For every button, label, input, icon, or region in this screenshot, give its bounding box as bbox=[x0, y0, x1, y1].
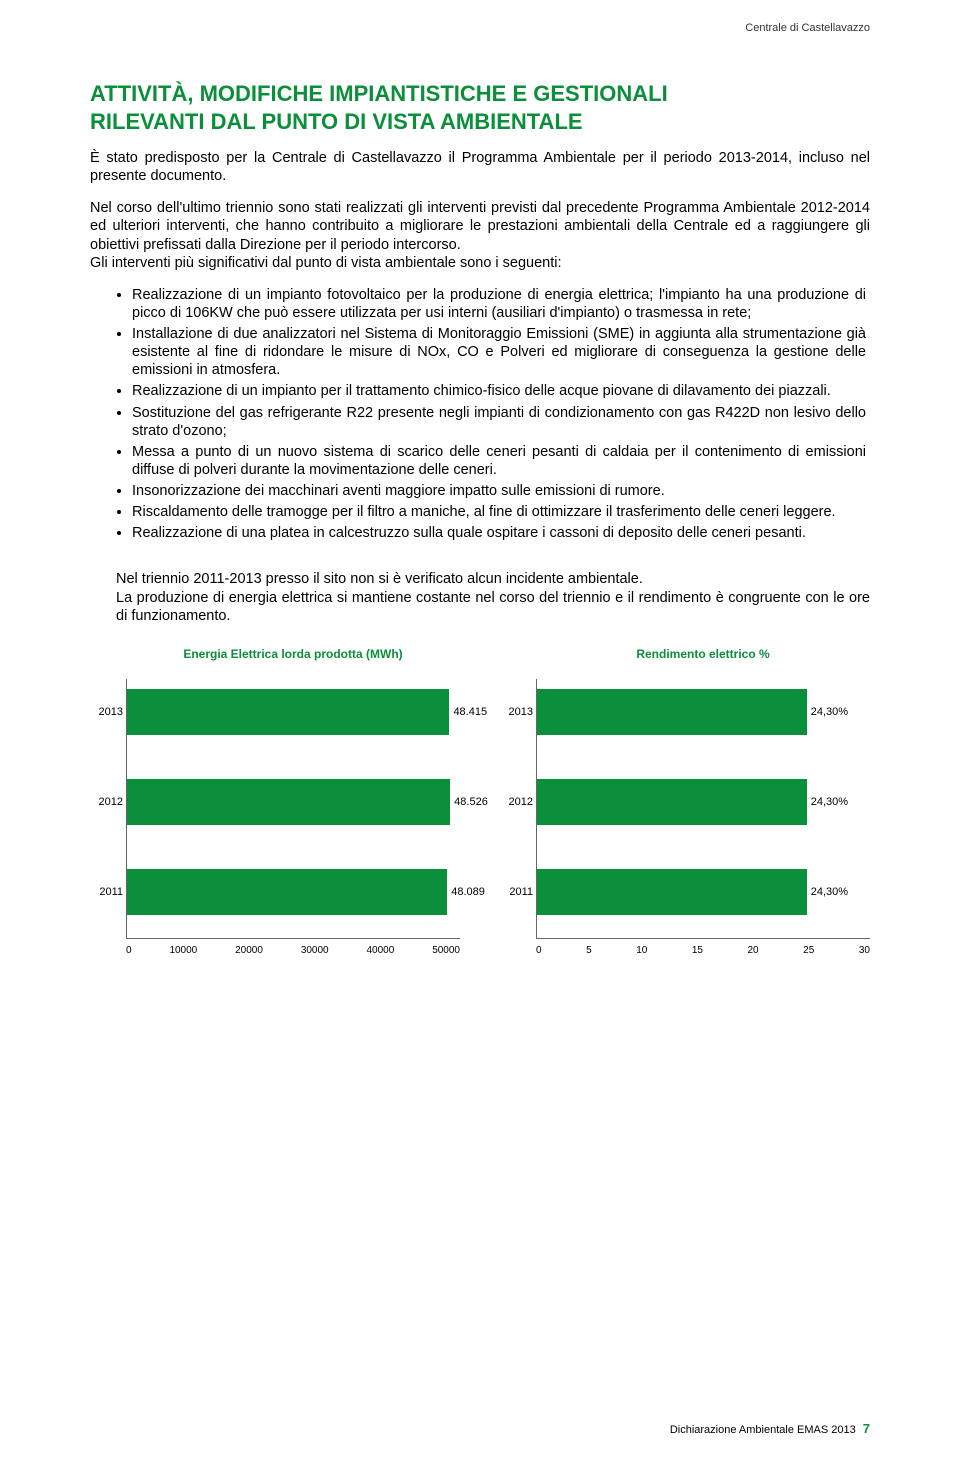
chart-bar-value: 48.089 bbox=[451, 886, 485, 898]
closing-para-2: La produzione di energia elettrica si ma… bbox=[116, 589, 870, 625]
chart-x-tick: 30000 bbox=[301, 945, 329, 956]
list-item: Realizzazione di un impianto fotovoltaic… bbox=[132, 286, 866, 322]
chart-x-tick: 40000 bbox=[367, 945, 395, 956]
chart1-area: 201348.415201248.526201148.089 bbox=[126, 679, 460, 939]
chart-y-label: 2011 bbox=[505, 886, 533, 898]
intro-paragraph: È stato predisposto per la Centrale di C… bbox=[90, 149, 870, 185]
chart-x-tick: 30 bbox=[859, 945, 870, 956]
closing-para-1: Nel triennio 2011-2013 presso il sito no… bbox=[116, 570, 870, 588]
list-item: Realizzazione di una platea in calcestru… bbox=[132, 524, 866, 542]
footer: Dichiarazione Ambientale EMAS 2013 7 bbox=[670, 1421, 870, 1436]
chart2-x-axis: 0 5 10 15 20 25 30 bbox=[536, 945, 870, 956]
chart-bar bbox=[537, 869, 807, 915]
chart-bar-value: 24,30% bbox=[811, 886, 848, 898]
chart-bar bbox=[537, 689, 807, 735]
chart-bar-value: 24,30% bbox=[811, 796, 848, 808]
footer-text: Dichiarazione Ambientale EMAS 2013 bbox=[670, 1424, 856, 1436]
page-number: 7 bbox=[863, 1421, 870, 1436]
chart2-title: Rendimento elettrico % bbox=[536, 647, 870, 661]
title-line1: ATTIVITÀ, MODIFICHE IMPIANTISTICHE E GES… bbox=[90, 81, 668, 106]
chart-x-tick: 10 bbox=[636, 945, 647, 956]
paragraph-2: Nel corso dell'ultimo triennio sono stat… bbox=[90, 199, 870, 253]
chart-x-tick: 0 bbox=[536, 945, 542, 956]
chart-x-tick: 10000 bbox=[169, 945, 197, 956]
chart-bar-value: 48.415 bbox=[453, 706, 487, 718]
list-item: Messa a punto di un nuovo sistema di sca… bbox=[132, 443, 866, 479]
chart-y-label: 2012 bbox=[505, 796, 533, 808]
chart-y-label: 2011 bbox=[95, 886, 123, 898]
chart-energia: Energia Elettrica lorda prodotta (MWh) 2… bbox=[90, 647, 460, 956]
chart-bar-value: 24,30% bbox=[811, 706, 848, 718]
list-item: Sostituzione del gas refrigerante R22 pr… bbox=[132, 404, 866, 440]
paragraph-3: Gli interventi più significativi dal pun… bbox=[90, 254, 870, 272]
chart-bar bbox=[127, 779, 450, 825]
chart-bar bbox=[127, 689, 449, 735]
chart1-x-axis: 0 10000 20000 30000 40000 50000 bbox=[126, 945, 460, 956]
list-item: Realizzazione di un impianto per il trat… bbox=[132, 382, 866, 400]
chart-y-label: 2013 bbox=[505, 706, 533, 718]
chart-y-label: 2013 bbox=[95, 706, 123, 718]
chart-x-tick: 50000 bbox=[432, 945, 460, 956]
chart-bar bbox=[127, 869, 447, 915]
chart-bar bbox=[537, 779, 807, 825]
header-right: Centrale di Castellavazzo bbox=[745, 22, 870, 34]
chart-x-tick: 20 bbox=[748, 945, 759, 956]
title-line2: RILEVANTI DAL PUNTO DI VISTA AMBIENTALE bbox=[90, 109, 583, 134]
charts-row: Energia Elettrica lorda prodotta (MWh) 2… bbox=[90, 647, 870, 956]
chart2-area: 201324,30%201224,30%201124,30% bbox=[536, 679, 870, 939]
list-item: Insonorizzazione dei macchinari aventi m… bbox=[132, 482, 866, 500]
chart-rendimento: Rendimento elettrico % 201324,30%201224,… bbox=[500, 647, 870, 956]
chart-x-tick: 15 bbox=[692, 945, 703, 956]
bullet-list: Realizzazione di un impianto fotovoltaic… bbox=[132, 286, 870, 543]
list-item: Riscaldamento delle tramogge per il filt… bbox=[132, 503, 866, 521]
chart-bar-value: 48.526 bbox=[454, 796, 488, 808]
chart-x-tick: 0 bbox=[126, 945, 132, 956]
chart-x-tick: 20000 bbox=[235, 945, 263, 956]
chart-y-label: 2012 bbox=[95, 796, 123, 808]
page-title: ATTIVITÀ, MODIFICHE IMPIANTISTICHE E GES… bbox=[90, 80, 870, 135]
chart-x-tick: 5 bbox=[586, 945, 592, 956]
chart-x-tick: 25 bbox=[803, 945, 814, 956]
list-item: Installazione di due analizzatori nel Si… bbox=[132, 325, 866, 379]
chart1-title: Energia Elettrica lorda prodotta (MWh) bbox=[126, 647, 460, 661]
